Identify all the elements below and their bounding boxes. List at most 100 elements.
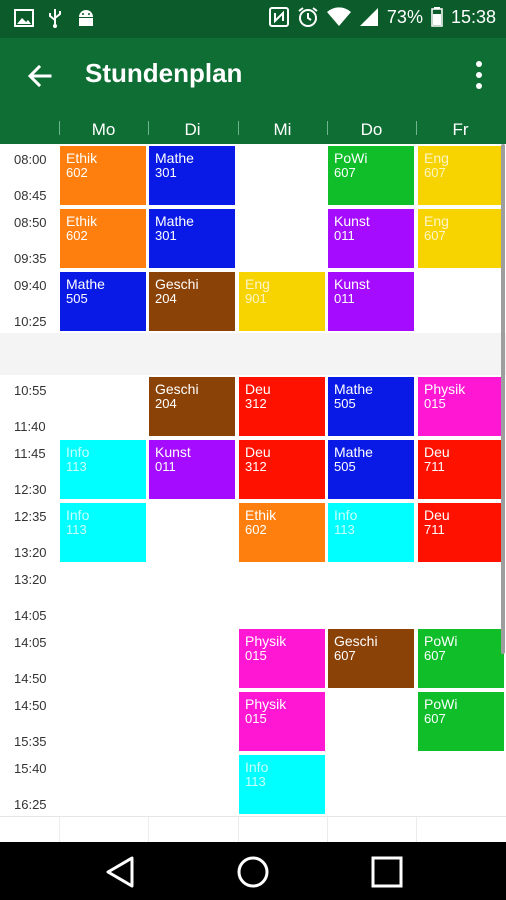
lesson-room: 204 bbox=[155, 396, 177, 411]
lesson-room: 301 bbox=[155, 165, 177, 180]
lesson-cell[interactable]: Physik 015 bbox=[239, 692, 325, 751]
more-vert-icon[interactable] bbox=[472, 60, 486, 90]
back-nav-icon[interactable] bbox=[102, 854, 138, 890]
lesson-subject: Deu bbox=[245, 381, 271, 397]
lesson-cell[interactable]: Geschi 204 bbox=[149, 272, 235, 331]
lesson-cell[interactable]: PoWi 607 bbox=[418, 629, 504, 688]
lesson-room: 505 bbox=[334, 396, 356, 411]
lesson-cell[interactable]: Mathe 505 bbox=[60, 272, 146, 331]
lesson-cell[interactable]: Info 113 bbox=[60, 503, 146, 562]
day-divider bbox=[148, 121, 149, 135]
lesson-subject: Kunst bbox=[334, 213, 370, 229]
lesson-cell[interactable]: Deu 312 bbox=[239, 440, 325, 499]
home-nav-icon[interactable] bbox=[235, 854, 271, 890]
day-di: Di bbox=[184, 120, 201, 139]
day-fr: Fr bbox=[452, 120, 469, 139]
nfc-icon bbox=[268, 7, 289, 27]
signal-icon bbox=[359, 8, 378, 26]
lesson-cell[interactable]: Info 113 bbox=[60, 440, 146, 499]
lesson-subject: Mathe bbox=[155, 213, 194, 229]
lesson-room: 113 bbox=[66, 522, 87, 537]
lesson-subject: Physik bbox=[245, 633, 287, 649]
lesson-room: 607 bbox=[334, 648, 356, 663]
lesson-cell[interactable]: Info 113 bbox=[239, 755, 325, 814]
lesson-subject: Info bbox=[245, 759, 269, 775]
battery-percent: 73% bbox=[386, 6, 423, 27]
usb-icon bbox=[49, 9, 61, 28]
lesson-room: 312 bbox=[245, 459, 267, 474]
page-title: Stundenplan bbox=[85, 58, 243, 88]
lesson-subject: PoWi bbox=[424, 696, 458, 712]
lesson-cell[interactable]: Ethik 602 bbox=[60, 209, 146, 268]
lesson-cell[interactable]: Kunst 011 bbox=[328, 272, 414, 331]
lesson-subject: Mathe bbox=[334, 444, 373, 460]
lesson-subject: PoWi bbox=[424, 633, 458, 649]
lesson-cell[interactable]: Eng 607 bbox=[418, 146, 504, 205]
nav-bar bbox=[0, 842, 506, 900]
lesson-subject: Eng bbox=[424, 150, 449, 166]
lesson-cell[interactable]: Kunst 011 bbox=[328, 209, 414, 268]
lesson-cell[interactable]: Mathe 301 bbox=[149, 146, 235, 205]
lesson-room: 015 bbox=[424, 396, 446, 411]
lesson-cell[interactable]: Physik 015 bbox=[418, 377, 504, 436]
lesson-cell[interactable]: Ethik 602 bbox=[60, 146, 146, 205]
lesson-cell[interactable]: PoWi 607 bbox=[328, 146, 414, 205]
lesson-room: 901 bbox=[245, 291, 267, 306]
day-mi: Mi bbox=[273, 120, 292, 139]
lesson-cell[interactable]: Geschi 204 bbox=[149, 377, 235, 436]
lesson-cell[interactable]: Deu 711 bbox=[418, 503, 504, 562]
lesson-subject: Ethik bbox=[66, 150, 98, 166]
lesson-cell[interactable]: Eng 901 bbox=[239, 272, 325, 331]
lesson-subject: Mathe bbox=[334, 381, 373, 397]
lesson-cell[interactable]: Ethik 602 bbox=[239, 503, 325, 562]
lesson-room: 505 bbox=[334, 459, 356, 474]
status-bar: 73% 15:38 bbox=[0, 0, 506, 38]
lesson-subject: Geschi bbox=[334, 633, 378, 649]
lesson-room: 607 bbox=[424, 648, 446, 663]
lesson-subject: Ethik bbox=[66, 213, 98, 229]
lesson-room: 015 bbox=[245, 648, 267, 663]
lesson-cell[interactable]: Mathe 505 bbox=[328, 440, 414, 499]
period-start-time: 12:35 bbox=[14, 509, 47, 524]
lesson-cell[interactable]: PoWi 607 bbox=[418, 692, 504, 751]
period-start-time: 10:55 bbox=[14, 383, 47, 398]
day-header: Mo Di Mi Do Fr bbox=[0, 114, 506, 144]
day-divider bbox=[238, 121, 239, 135]
period-end-time: 13:20 bbox=[14, 545, 47, 560]
timetable-grid[interactable]: 08:00 08:45 Ethik 602 Mathe 301 PoWi 607 Eng 607 0… bbox=[0, 144, 506, 842]
lesson-subject: Ethik bbox=[245, 507, 277, 523]
lesson-cell[interactable]: Info 113 bbox=[328, 503, 414, 562]
lesson-subject: Info bbox=[66, 444, 90, 460]
lesson-subject: Deu bbox=[424, 507, 450, 523]
period-start-time: 11:45 bbox=[14, 446, 46, 461]
lesson-subject: Deu bbox=[245, 444, 271, 460]
lesson-subject: Eng bbox=[424, 213, 449, 229]
lesson-room: 113 bbox=[334, 522, 355, 537]
lesson-room: 505 bbox=[66, 291, 88, 306]
scrollbar[interactable] bbox=[501, 144, 505, 654]
lesson-cell[interactable]: Physik 015 bbox=[239, 629, 325, 688]
lesson-subject: Kunst bbox=[155, 444, 191, 460]
period-start-time: 14:50 bbox=[14, 698, 47, 713]
day-divider bbox=[416, 121, 417, 135]
period-end-time: 16:25 bbox=[14, 797, 47, 812]
back-arrow-icon[interactable] bbox=[22, 58, 58, 94]
period-end-time: 14:50 bbox=[14, 671, 47, 686]
lesson-cell[interactable]: Kunst 011 bbox=[149, 440, 235, 499]
lesson-cell[interactable]: Mathe 301 bbox=[149, 209, 235, 268]
lesson-cell[interactable]: Deu 312 bbox=[239, 377, 325, 436]
lesson-cell[interactable]: Eng 607 bbox=[418, 209, 504, 268]
lesson-room: 204 bbox=[155, 291, 177, 306]
app-bar: Stundenplan bbox=[0, 38, 506, 114]
lesson-subject: Kunst bbox=[334, 276, 370, 292]
lesson-cell[interactable]: Deu 711 bbox=[418, 440, 504, 499]
lesson-cell[interactable]: Mathe 505 bbox=[328, 377, 414, 436]
lesson-subject: Physik bbox=[245, 696, 287, 712]
lesson-subject: Geschi bbox=[155, 276, 199, 292]
day-do: Do bbox=[360, 120, 383, 139]
wifi-icon bbox=[326, 7, 351, 27]
android-icon bbox=[79, 10, 93, 26]
recents-nav-icon[interactable] bbox=[369, 854, 405, 890]
lesson-subject: Physik bbox=[424, 381, 466, 397]
lesson-cell[interactable]: Geschi 607 bbox=[328, 629, 414, 688]
